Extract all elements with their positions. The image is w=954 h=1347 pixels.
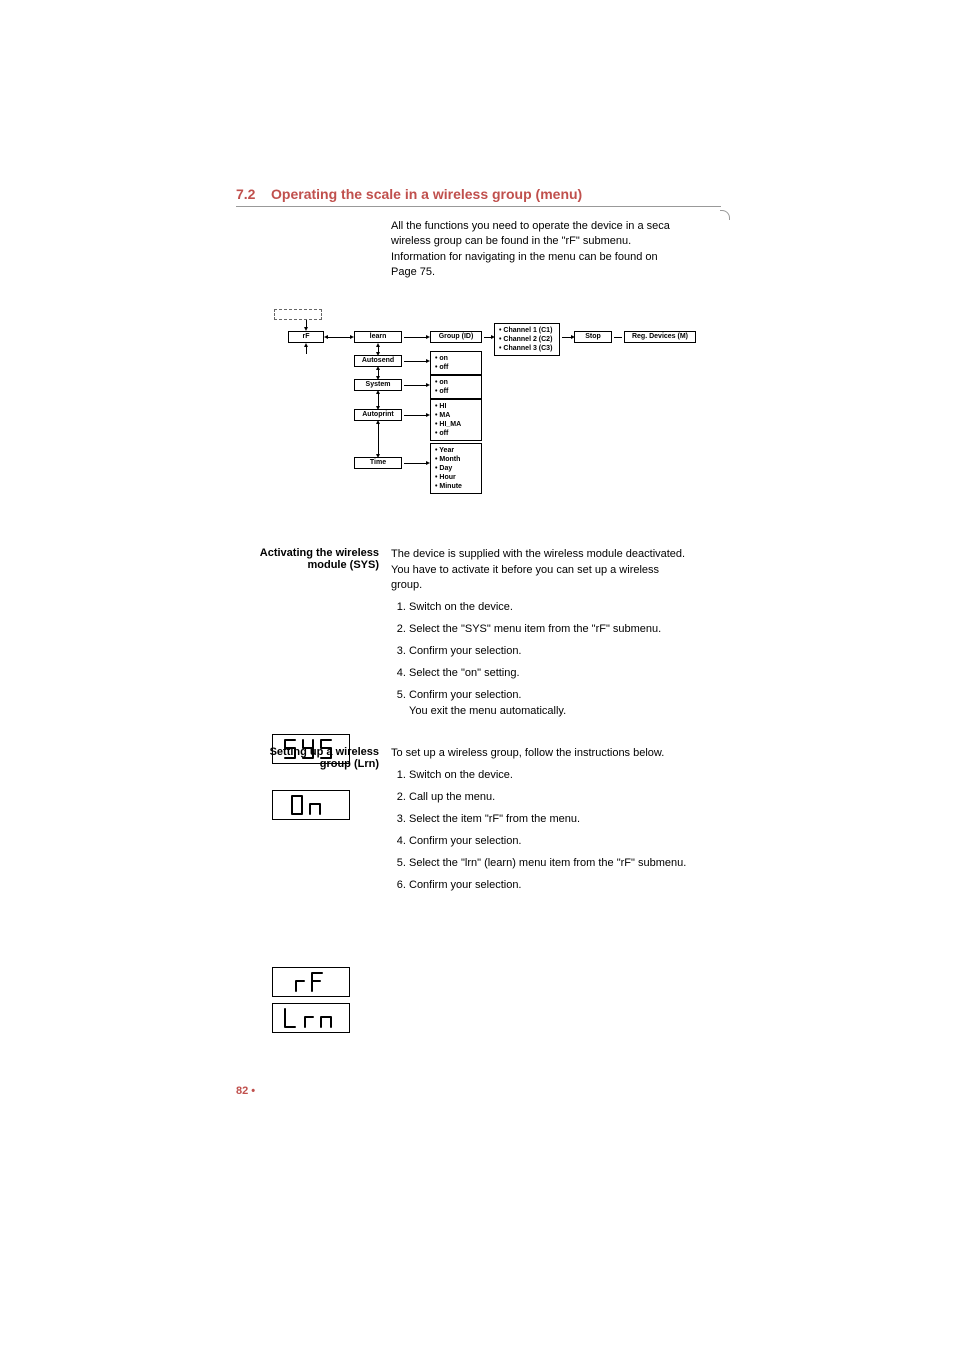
lcd-lrn <box>272 1003 350 1033</box>
sub2-right: To set up a wireless group, follow the i… <box>391 746 691 900</box>
arrow-c1-2 <box>378 370 379 376</box>
sub1-step-3: Confirm your selection. <box>409 644 691 660</box>
lcd-group-2 <box>272 967 352 1039</box>
sub2-step-2: Call up the menu. <box>409 790 691 806</box>
onoff1-1: • off <box>435 363 477 372</box>
arrow-c1-1 <box>378 347 379 352</box>
arrow-stop-regdev <box>614 337 622 338</box>
hima-0: • HI <box>435 402 477 411</box>
section-title: 7.2 Operating the scale in a wireless gr… <box>236 186 766 202</box>
lcd-rf <box>272 967 350 997</box>
arrow-autoprint-hima <box>404 415 426 416</box>
section-number: 7.2 <box>236 186 255 202</box>
seg7-sys-icon <box>281 736 341 762</box>
section-rule <box>236 206 721 207</box>
sub1-step-4: Select the "on" setting. <box>409 666 691 682</box>
menu-diagram: rF learn Autosend System Autoprint Time … <box>274 309 764 519</box>
arrow-dashed-up <box>306 347 307 354</box>
node-rf: rF <box>288 331 324 343</box>
arrow-autosend-onoff <box>404 361 426 362</box>
sub1-heading: Activating the wireless module (SYS) <box>236 547 379 571</box>
arrow-c1-4 <box>378 424 379 454</box>
arrow-learn-group <box>404 337 426 338</box>
arrow-dashed-down <box>306 320 307 327</box>
sub2-intro: To set up a wireless group, follow the i… <box>391 746 691 762</box>
hima-2: • HI_MA <box>435 420 477 429</box>
sub2-step-6: Confirm your selection. <box>409 878 691 894</box>
node-onoff1: • on • off <box>430 351 482 375</box>
sub1-step-2: Select the "SYS" menu item from the "rF"… <box>409 622 691 638</box>
arrow-c1-3 <box>378 394 379 406</box>
node-channels: • Channel 1 (C1) • Channel 2 (C2) • Chan… <box>494 323 560 356</box>
time-1: • Month <box>435 455 477 464</box>
time-2: • Day <box>435 464 477 473</box>
node-stop: Stop <box>574 331 612 343</box>
seg7-on-icon <box>288 792 334 818</box>
arrow-group-channels <box>484 337 491 338</box>
page-number: 82 • <box>236 1085 255 1097</box>
time-4: • Minute <box>435 482 477 491</box>
dashed-box-bottom <box>274 309 322 320</box>
onoff2-0: • on <box>435 378 477 387</box>
seg7-rf-icon <box>288 969 334 995</box>
arrow-rf-learn <box>328 337 350 338</box>
sub1-extra: You exit the menu automatically. <box>409 705 566 717</box>
sub1-step-5-text: Confirm your selection. <box>409 689 522 701</box>
arrow-time-timelist <box>404 463 426 464</box>
sub2-step-1: Switch on the device. <box>409 768 691 784</box>
sub1-step-5: Confirm your selection. You exit the men… <box>409 688 691 720</box>
node-group: Group (ID) <box>430 331 482 343</box>
lcd-sys <box>272 734 350 764</box>
lcd-group-1 <box>272 734 352 770</box>
sub2-step-5: Select the "lrn" (learn) menu item from … <box>409 856 691 872</box>
sub2-step-4: Confirm your selection. <box>409 834 691 850</box>
node-onoff2: • on • off <box>430 375 482 399</box>
ch-2: • Channel 3 (C3) <box>499 344 555 353</box>
ch-0: • Channel 1 (C1) <box>499 326 555 335</box>
sub1-left: Activating the wireless module (SYS) <box>236 547 391 726</box>
arrow-channels-stop <box>562 337 571 338</box>
subsection-sys: Activating the wireless module (SYS) The… <box>236 547 766 726</box>
ch-1: • Channel 2 (C2) <box>499 335 555 344</box>
section-intro: All the functions you need to operate th… <box>391 219 681 281</box>
time-3: • Hour <box>435 473 477 482</box>
hima-3: • off <box>435 429 477 438</box>
time-0: • Year <box>435 446 477 455</box>
arrow-system-onoff <box>404 385 426 386</box>
lcd-on <box>272 790 350 820</box>
sub1-right: The device is supplied with the wireless… <box>391 547 691 726</box>
seg7-lrn-icon <box>279 1005 343 1031</box>
sub1-steps: Switch on the device. Select the "SYS" m… <box>409 600 691 720</box>
hima-1: • MA <box>435 411 477 420</box>
lcd-group-1b <box>272 790 352 826</box>
node-timelist: • Year • Month • Day • Hour • Minute <box>430 443 482 494</box>
node-time: Time <box>354 457 402 469</box>
section-title-text: Operating the scale in a wireless group … <box>271 186 582 202</box>
sub1-intro: The device is supplied with the wireless… <box>391 547 691 595</box>
node-hima: • HI • MA • HI_MA • off <box>430 399 482 441</box>
onoff2-1: • off <box>435 387 477 396</box>
node-learn: learn <box>354 331 402 343</box>
sub2-step-3: Select the item "rF" from the menu. <box>409 812 691 828</box>
sub1-step-1: Switch on the device. <box>409 600 691 616</box>
onoff1-0: • on <box>435 354 477 363</box>
sub2-steps: Switch on the device. Call up the menu. … <box>409 768 691 894</box>
node-regdev: Reg. Devices (M) <box>624 331 696 343</box>
